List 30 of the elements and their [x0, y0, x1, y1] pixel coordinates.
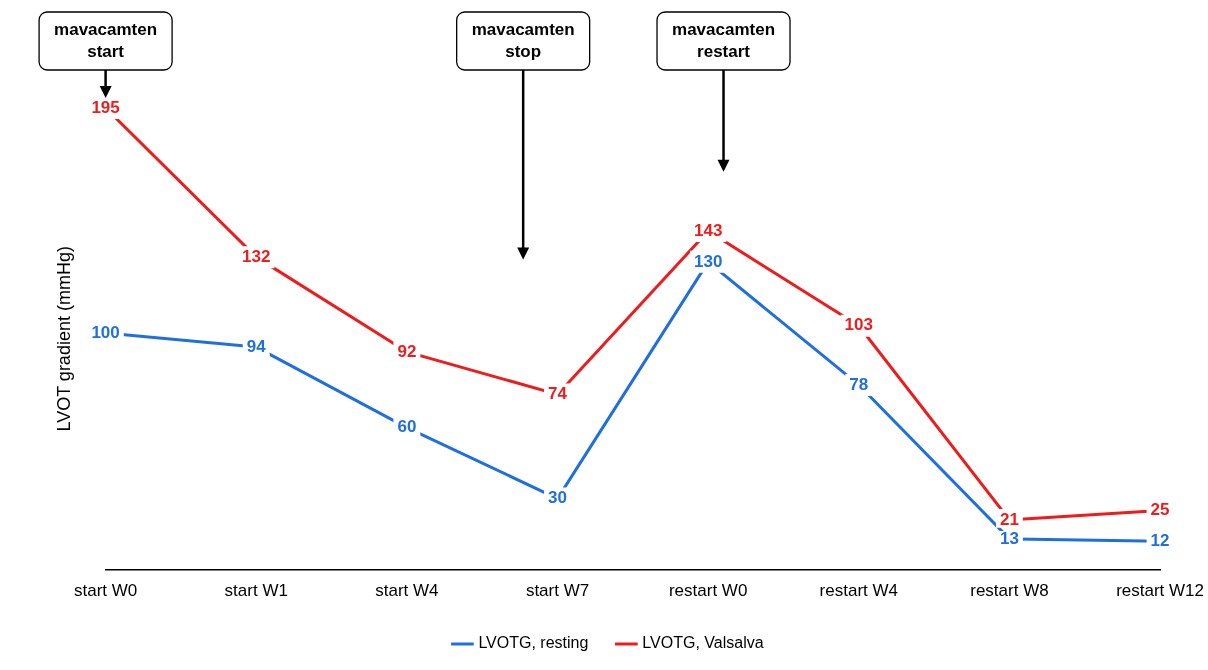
- data-label: 143: [693, 220, 723, 240]
- data-label: 103: [844, 315, 873, 335]
- data-label: 130: [693, 251, 723, 271]
- y-axis-title: LVOT gradient (mmHg): [53, 246, 74, 432]
- data-label: 13: [999, 528, 1019, 548]
- data-label: 25: [1150, 500, 1170, 520]
- x-tick-label: start W7: [525, 581, 590, 601]
- data-label: 21: [999, 509, 1019, 529]
- text: mavacamten stop: [471, 19, 575, 61]
- data-label: 94: [246, 336, 267, 356]
- x-tick-label: restart W12: [1116, 581, 1204, 601]
- data-label: 195: [91, 97, 120, 117]
- x-tick-label: start W0: [73, 581, 138, 601]
- x-tick-label: restart W4: [819, 581, 898, 601]
- data-label: 30: [548, 488, 567, 508]
- text: mavacamten start: [54, 19, 158, 61]
- data-label: 92: [397, 341, 417, 361]
- x-tick-label: restart W0: [668, 581, 748, 601]
- text: mavacamten restart: [672, 19, 776, 61]
- data-label: 60: [397, 417, 417, 437]
- data-label: 12: [1150, 530, 1170, 550]
- data-label: 132: [242, 246, 271, 266]
- x-tick-label: restart W8: [970, 581, 1049, 601]
- legend-label: LVOTG, resting: [478, 634, 589, 652]
- data-label: 100: [91, 322, 120, 342]
- x-tick-label: start W1: [224, 581, 288, 601]
- x-tick-label: start W4: [375, 581, 439, 601]
- data-label: 74: [548, 384, 568, 404]
- legend-label: LVOTG, Valsalva: [642, 634, 764, 652]
- data-label: 78: [849, 374, 869, 394]
